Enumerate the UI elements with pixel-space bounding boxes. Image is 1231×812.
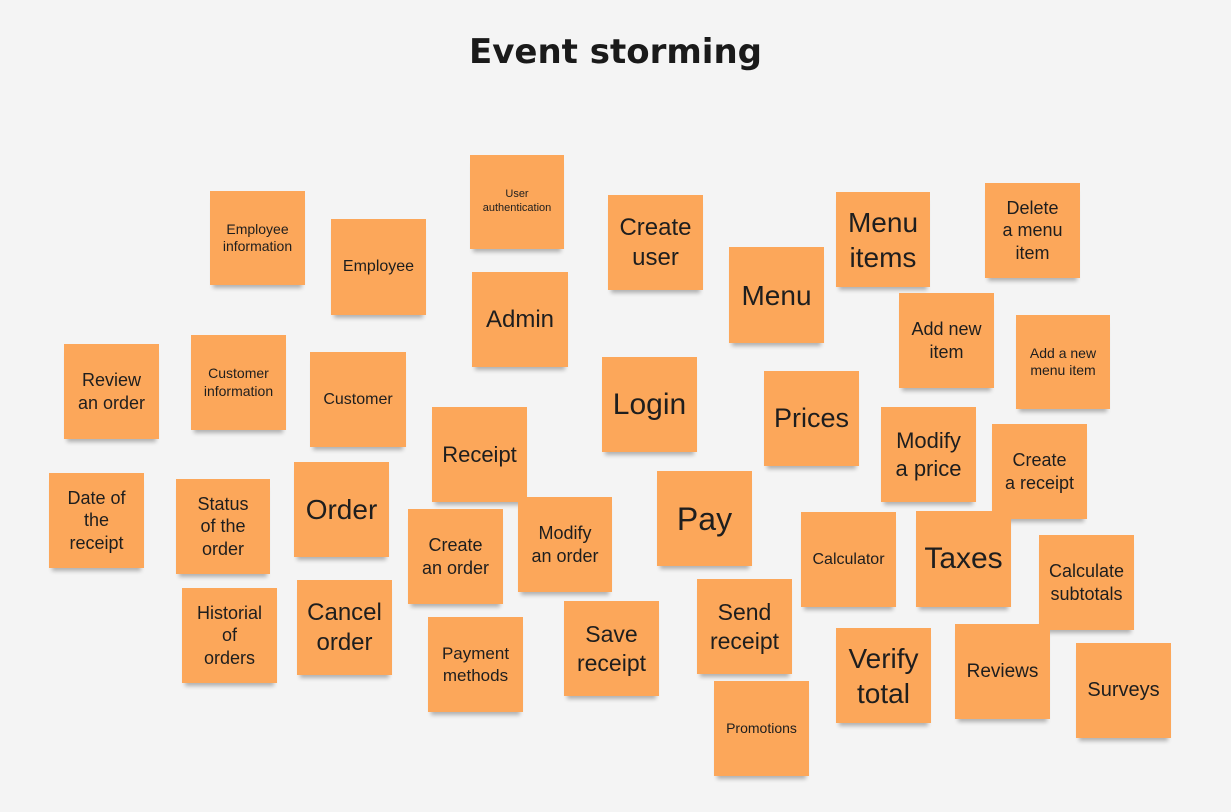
sticky-note-taxes[interactable]: Taxes: [916, 511, 1011, 607]
sticky-note-admin[interactable]: Admin: [472, 272, 568, 367]
sticky-note-add-a-new-menu-item[interactable]: Add a new menu item: [1016, 315, 1110, 409]
sticky-note-user-authentication[interactable]: User authentication: [470, 155, 564, 249]
sticky-note-modify-an-order[interactable]: Modify an order: [518, 497, 612, 592]
sticky-note-menu[interactable]: Menu: [729, 247, 824, 343]
sticky-note-calculator[interactable]: Calculator: [801, 512, 896, 607]
sticky-note-review-an-order[interactable]: Review an order: [64, 344, 159, 439]
board-title: Event storming: [469, 32, 762, 72]
sticky-note-date-of-the-receipt[interactable]: Date of the receipt: [49, 473, 144, 568]
sticky-note-receipt[interactable]: Receipt: [432, 407, 527, 502]
sticky-note-save-receipt[interactable]: Save receipt: [564, 601, 659, 696]
sticky-note-create-a-receipt[interactable]: Create a receipt: [992, 424, 1087, 519]
sticky-note-surveys[interactable]: Surveys: [1076, 643, 1171, 738]
sticky-note-cancel-order[interactable]: Cancel order: [297, 580, 392, 675]
sticky-note-modify-a-price[interactable]: Modify a price: [881, 407, 976, 502]
sticky-note-menu-items[interactable]: Menu items: [836, 192, 930, 287]
sticky-note-add-new-item[interactable]: Add new item: [899, 293, 994, 388]
sticky-note-prices[interactable]: Prices: [764, 371, 859, 466]
sticky-note-reviews[interactable]: Reviews: [955, 624, 1050, 719]
sticky-note-payment-methods[interactable]: Payment methods: [428, 617, 523, 712]
sticky-note-verify-total[interactable]: Verify total: [836, 628, 931, 723]
sticky-note-pay[interactable]: Pay: [657, 471, 752, 566]
sticky-note-customer[interactable]: Customer: [310, 352, 406, 447]
sticky-note-employee-information[interactable]: Employee information: [210, 191, 305, 285]
sticky-note-calculate-subtotals[interactable]: Calculate subtotals: [1039, 535, 1134, 630]
sticky-note-login[interactable]: Login: [602, 357, 697, 452]
sticky-note-status-of-the-order[interactable]: Status of the order: [176, 479, 270, 574]
sticky-note-promotions[interactable]: Promotions: [714, 681, 809, 776]
sticky-note-order[interactable]: Order: [294, 462, 389, 557]
sticky-note-customer-information[interactable]: Customer information: [191, 335, 286, 430]
sticky-note-historial-of-orders[interactable]: Historial of orders: [182, 588, 277, 683]
sticky-note-create-user[interactable]: Create user: [608, 195, 703, 290]
sticky-note-delete-a-menu-item[interactable]: Delete a menu item: [985, 183, 1080, 278]
sticky-note-create-an-order[interactable]: Create an order: [408, 509, 503, 604]
sticky-note-send-receipt[interactable]: Send receipt: [697, 579, 792, 674]
sticky-note-employee[interactable]: Employee: [331, 219, 426, 315]
